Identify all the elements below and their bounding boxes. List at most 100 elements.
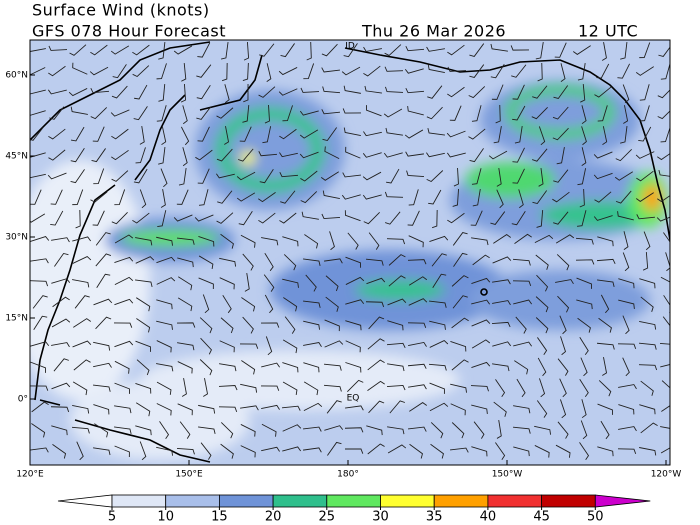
wind-barb (110, 109, 130, 117)
wind-barb (495, 104, 501, 124)
wind-barb (429, 382, 445, 394)
wind-barb (344, 448, 364, 454)
wind-barb (321, 213, 341, 220)
wind-barb (216, 212, 234, 224)
wind-barb (220, 422, 234, 439)
wind-barb (75, 209, 81, 229)
wind-barb (72, 279, 90, 288)
wind-barb (658, 169, 670, 177)
wind-barb (158, 83, 166, 102)
wind-barb (469, 43, 485, 57)
wind-barb (450, 341, 467, 352)
wind-barb (278, 88, 298, 96)
wind-barb (51, 278, 71, 284)
wind-barb (384, 191, 404, 198)
wind-barb (429, 402, 449, 412)
wind-barb (321, 109, 341, 115)
wind-barb (303, 63, 315, 80)
wind-barb (620, 126, 628, 144)
wind-barb (362, 171, 382, 181)
wind-barb (264, 252, 274, 272)
wind-barb (90, 107, 108, 120)
wind-barb (600, 294, 610, 314)
wind-barb (72, 340, 92, 348)
wind-barb (159, 421, 170, 439)
colorbar-swatch (487, 494, 542, 508)
wind-barb (161, 126, 167, 145)
wind-barb (368, 400, 385, 414)
wind-barb (156, 63, 167, 80)
wind-barb (387, 320, 404, 331)
wind-barb (261, 404, 280, 410)
wind-barb (426, 170, 444, 183)
wind-barb (219, 257, 237, 267)
wind-barb (114, 426, 132, 434)
wind-barb (408, 276, 428, 286)
wind-barb (139, 189, 147, 209)
wind-barb (429, 300, 447, 308)
wind-barb (387, 363, 405, 372)
wind-barb (158, 147, 166, 165)
wind-barb (560, 399, 567, 419)
wind-barb (405, 151, 424, 157)
wind-barb (322, 86, 341, 94)
wind-barb (241, 360, 256, 375)
wind-barb (31, 401, 49, 413)
wind-barb (514, 126, 523, 144)
wind-barb (242, 62, 249, 82)
wind-barb (385, 86, 404, 93)
wind-barb (243, 83, 249, 103)
wind-barb (639, 84, 650, 101)
wind-barb (615, 190, 632, 204)
wind-barb (279, 128, 297, 140)
colorbar-label: 50 (587, 510, 604, 525)
wind-barb (581, 147, 587, 166)
wind-barb (407, 322, 427, 328)
wind-barb (238, 211, 253, 226)
wind-barb (580, 420, 588, 440)
wind-barb (493, 126, 502, 144)
wind-barb (72, 236, 92, 242)
wind-barb (299, 129, 319, 139)
wind-barb (282, 424, 302, 432)
wind-barb (638, 364, 658, 371)
wind-barb (429, 340, 449, 348)
wind-barb (660, 276, 670, 283)
wind-barb (135, 237, 153, 246)
wind-barb (241, 297, 256, 312)
wind-barb (639, 447, 657, 456)
title: Surface Wind (knots) (32, 1, 210, 20)
wind-barb (469, 64, 485, 78)
wind-barb (614, 171, 634, 181)
wind-barb (472, 254, 490, 266)
wind-barb (93, 362, 112, 368)
wind-barb (48, 45, 68, 51)
wind-barb (156, 277, 176, 285)
wind-barb (177, 403, 193, 416)
wind-barb (492, 341, 512, 347)
lon-label: 150°E (175, 470, 203, 480)
wind-barb (324, 340, 344, 348)
wind-barb (532, 148, 548, 162)
colorbar-label: 25 (319, 510, 336, 525)
wind-barb (156, 256, 176, 264)
wind-barb (261, 362, 281, 368)
wind-barb (617, 343, 637, 350)
wind-barb (68, 88, 88, 97)
wind-barb (197, 168, 210, 184)
wind-barb (536, 209, 544, 228)
wind-barb (198, 189, 209, 206)
wind-barb (70, 106, 88, 115)
wind-barb (90, 191, 108, 203)
wind-barb (495, 379, 506, 397)
wind-barb (51, 237, 70, 243)
wind-barb (220, 443, 234, 459)
wind-barb (535, 296, 549, 313)
wind-barb (305, 274, 317, 292)
wind-barb (321, 67, 340, 73)
wind-barb (577, 317, 591, 333)
wind-barb (468, 86, 486, 99)
wind-barb (347, 379, 364, 392)
wind-barb (426, 152, 445, 158)
